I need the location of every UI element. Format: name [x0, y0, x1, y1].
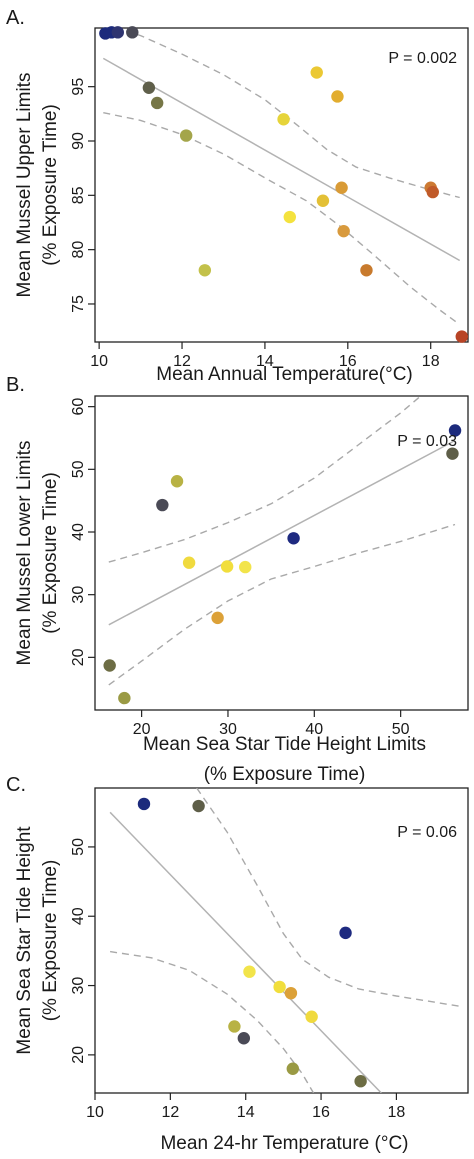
chart-3-point-6	[273, 980, 286, 994]
chart-1-y-label-line-1: Mean Mussel Upper Limits	[14, 73, 35, 298]
chart-3-ci-upper	[196, 788, 461, 1008]
chart-1-point-14	[335, 181, 348, 194]
chart-1-point-10	[283, 210, 296, 224]
chart-1-fit-line	[102, 57, 461, 262]
chart-3-y-label-line-2: (% Exposure Time)	[40, 860, 61, 1022]
chart-1-x-tick-label: 18	[422, 353, 440, 370]
chart-1-point-9	[277, 113, 290, 126]
chart-2-point-7	[220, 560, 234, 573]
chart-3-y-tick-label: 50	[70, 838, 87, 856]
chart-1-y-label-line-2: (% Exposure Time)	[40, 104, 61, 266]
chart-1-p-value: P = 0.002	[388, 50, 457, 67]
chart-2-point-4	[170, 475, 184, 488]
chart-3-fit-line	[109, 811, 382, 1093]
chart-3-x-tick-label: 10	[86, 1104, 104, 1121]
chart-1-point-7	[179, 129, 193, 142]
chart-1-point-8	[198, 264, 212, 277]
chart-1-point-11	[310, 66, 323, 79]
chart-2-x-tick-label: 40	[305, 721, 323, 738]
chart-2-point-1	[103, 659, 116, 672]
chart-2-ci-lower	[108, 523, 456, 686]
chart-3-p-value: P = 0.06	[397, 824, 457, 841]
chart-1-point-4	[126, 26, 139, 39]
chart-1-x-tick-label: 12	[173, 353, 191, 370]
chart-2-point-9	[287, 532, 300, 545]
chart-2-point-3	[156, 498, 169, 512]
chart-1-x-label-line-1: Mean Annual Temperature(°C)	[156, 364, 413, 385]
chart-3-x-tick-label: 14	[237, 1104, 255, 1121]
chart-3-point-10	[339, 926, 352, 940]
chart-1-y-tick-label: 80	[70, 241, 87, 259]
chart-2-point-5	[182, 556, 196, 569]
chart-1-point-5	[142, 81, 156, 94]
chart-2-y-tick-label: 50	[70, 460, 87, 478]
chart-3-point-11	[354, 1075, 367, 1088]
chart-1-y-tick-label: 85	[70, 186, 87, 204]
chart-3-ci-lower	[109, 950, 315, 1093]
chart-3-x-tick-label: 16	[312, 1104, 330, 1121]
chart-3-point-2	[192, 799, 205, 813]
chart-3-point-9	[305, 1010, 318, 1023]
chart-3-point-8	[286, 1062, 300, 1075]
chart-3-point-4	[237, 1032, 251, 1045]
chart-2-x-label-line-1: Mean Sea Star Tide Height Limits	[143, 734, 426, 755]
chart-1-point-15	[337, 224, 350, 238]
chart-2-x-tick-label: 50	[392, 721, 410, 738]
chart-2-y-tick-label: 40	[70, 523, 87, 541]
chart-1-y-tick-label: 90	[70, 132, 87, 150]
chart-2-ci-upper	[108, 396, 422, 563]
chart-2-x-tick-label: 30	[219, 721, 237, 738]
chart-2-point-11	[448, 424, 462, 437]
chart-2-y-tick-label: 20	[70, 648, 87, 666]
chart-3-point-1	[137, 797, 151, 811]
chart-1-y-tick-label: 75	[70, 295, 87, 313]
chart-1-x-tick-label: 14	[256, 353, 274, 370]
chart-3-y-tick-label: 40	[70, 907, 87, 925]
chart-2-plot-frame	[94, 395, 469, 711]
chart-3-panel-letter: C.	[6, 774, 26, 796]
chart-3-point-7	[284, 986, 298, 1000]
chart-2-p-value: P = 0.03	[397, 433, 457, 450]
chart-3-plot-frame	[94, 787, 469, 1094]
chart-2-y-label-line-1: Mean Mussel Lower Limits	[14, 441, 35, 666]
chart-2-point-8	[239, 560, 252, 574]
chart-3-x-label-line-1: Mean 24-hr Temperature (°C)	[160, 1133, 408, 1154]
chart-1-point-6	[150, 96, 164, 110]
chart-2-x-tick-label: 20	[133, 721, 151, 738]
chart-1-point-19	[455, 330, 468, 343]
chart-3-y-tick-label: 20	[70, 1046, 87, 1064]
chart-3-x-tick-label: 12	[161, 1104, 179, 1121]
chart-2-point-10	[446, 447, 459, 460]
chart-2-x-label-line-2: (% Exposure Time)	[204, 764, 366, 785]
chart-2-point-6	[211, 611, 224, 625]
chart-1-point-12	[316, 194, 330, 207]
chart-1-plot-frame	[94, 27, 469, 343]
chart-2-y-tick-label: 30	[70, 586, 87, 604]
chart-1-ci-lower	[103, 112, 461, 326]
chart-3-y-tick-label: 30	[70, 977, 87, 995]
chart-1-point-3	[111, 26, 124, 39]
chart-2-y-tick-label: 60	[70, 398, 87, 416]
chart-2-y-label-line-2: (% Exposure Time)	[40, 472, 61, 634]
chart-1-x-tick-label: 16	[339, 353, 357, 370]
chart-2-point-2	[118, 691, 131, 705]
chart-3-point-3	[228, 1020, 241, 1033]
chart-3-y-label-line-1: Mean Sea Star Tide Height	[14, 826, 35, 1055]
chart-3-point-5	[243, 965, 256, 978]
chart-1-ci-upper	[114, 28, 460, 199]
chart-1-point-13	[331, 90, 344, 103]
chart-1-y-tick-label: 95	[70, 78, 87, 96]
chart-2-panel-letter: B.	[6, 374, 25, 396]
chart-1-point-18	[426, 185, 439, 199]
chart-1-x-tick-label: 10	[90, 353, 108, 370]
chart-1-panel-letter: A.	[6, 7, 25, 29]
chart-2-fit-line	[108, 439, 456, 626]
chart-1-point-16	[360, 264, 373, 277]
chart-3-x-tick-label: 18	[388, 1104, 406, 1121]
